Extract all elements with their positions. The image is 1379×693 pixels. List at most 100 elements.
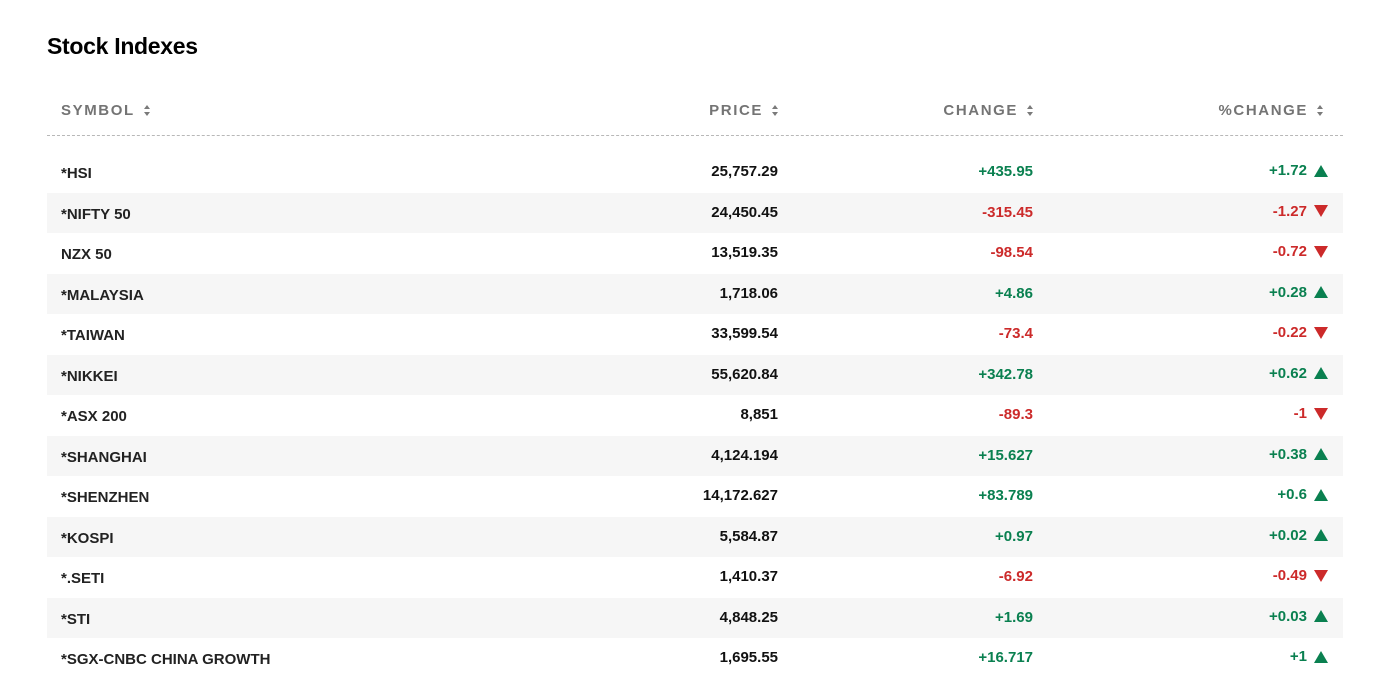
change-cell: -89.3	[998, 406, 1033, 423]
table-row[interactable]: *TAIWAN 33,599.54 -73.4 -0.22	[47, 314, 1343, 355]
price-cell: 4,124.194	[711, 446, 778, 464]
pct-change-value: +0.28	[1269, 283, 1307, 301]
pct-change-value: +0.02	[1269, 526, 1307, 544]
symbol-link[interactable]: NZX 50	[61, 246, 112, 263]
table-row[interactable]: *NIKKEI 55,620.84 +342.78 +0.62	[47, 354, 1343, 395]
change-cell: +0.97	[995, 527, 1033, 545]
symbol-link[interactable]: *SHENZHEN	[61, 489, 150, 506]
pct-change-value: -0.22	[1272, 324, 1307, 341]
symbol-link[interactable]: *TAIWAN	[61, 327, 125, 344]
change-cell: +4.86	[995, 284, 1033, 302]
symbol-link[interactable]: *SGX-CNBC CHINA GROWTH	[61, 651, 271, 668]
pct-change-cell: +0.62	[1269, 365, 1328, 382]
stock-indexes-table: SYMBOL PRICE CHANGE %CHANGE *HSI 25,757.2…	[47, 88, 1343, 679]
pct-change-cell: +0.28	[1269, 284, 1328, 301]
price-cell: 1,718.06	[719, 284, 778, 302]
sort-icon[interactable]	[1027, 104, 1033, 118]
change-cell: -98.54	[990, 244, 1033, 261]
arrow-up-icon	[1314, 286, 1328, 298]
symbol-link[interactable]: *KOSPI	[61, 529, 114, 547]
sort-icon[interactable]	[143, 104, 150, 118]
pct-change-value: -0.49	[1272, 567, 1307, 584]
change-cell: +15.627	[978, 446, 1033, 464]
symbol-link[interactable]: *ASX 200	[61, 408, 127, 425]
sort-icon[interactable]	[1317, 104, 1323, 118]
arrow-up-icon	[1314, 488, 1328, 501]
column-header-change-label: CHANGE	[943, 102, 1018, 119]
price-cell: 24,450.45	[711, 203, 778, 221]
price-cell: 1,695.55	[719, 649, 778, 666]
price-cell: 1,410.37	[719, 568, 778, 585]
price-cell: 55,620.84	[711, 365, 778, 383]
pct-change-cell: +0.38	[1269, 446, 1328, 463]
column-header-pct-change-label: %CHANGE	[1218, 102, 1308, 119]
page-title: Stock Indexes	[47, 33, 198, 59]
price-cell: 5,584.87	[719, 527, 778, 545]
column-header-price-label: PRICE	[709, 102, 763, 119]
pct-change-cell: -0.49	[1273, 567, 1328, 584]
arrow-up-icon	[1314, 529, 1328, 541]
column-header-symbol[interactable]: SYMBOL	[61, 102, 150, 119]
symbol-link[interactable]: *.SETI	[61, 570, 105, 587]
symbol-link[interactable]: *NIFTY 50	[61, 205, 131, 223]
table-row[interactable]: *SGX-CNBC CHINA GROWTH 1,695.55 +16.717 +1	[47, 638, 1343, 679]
table-body: *HSI 25,757.29 +435.95 +1.72 *NIFTY 50 24,450…	[47, 152, 1343, 679]
pct-change-cell: +0.02	[1269, 527, 1328, 544]
symbol-link[interactable]: *STI	[61, 610, 91, 628]
arrow-down-icon	[1314, 326, 1328, 339]
pct-change-value: +0.62	[1269, 364, 1307, 382]
table-row[interactable]: *NIFTY 50 24,450.45 -315.45 -1.27	[47, 192, 1343, 233]
symbol-link[interactable]: *HSI	[61, 165, 92, 182]
table-row[interactable]: NZX 50 13,519.35 -98.54 -0.72	[47, 233, 1343, 274]
pct-change-cell: -0.72	[1273, 243, 1328, 260]
change-cell: +16.717	[978, 649, 1033, 666]
change-cell: +1.69	[995, 608, 1033, 626]
table-row[interactable]: *SHENZHEN 14,172.627 +83.789 +0.6	[47, 476, 1343, 517]
change-cell: +83.789	[978, 487, 1033, 504]
table-header: SYMBOL PRICE CHANGE %CHANGE	[47, 88, 1343, 136]
change-cell: -73.4	[998, 325, 1033, 342]
arrow-down-icon	[1314, 569, 1328, 582]
change-cell: -6.92	[998, 568, 1033, 585]
table-row[interactable]: *ASX 200 8,851 -89.3 -1	[47, 395, 1343, 436]
symbol-link[interactable]: *MALAYSIA	[61, 286, 144, 304]
pct-change-cell: +1	[1290, 648, 1328, 665]
arrow-up-icon	[1314, 610, 1328, 622]
price-cell: 8,851	[740, 406, 778, 423]
pct-change-value: +1	[1289, 648, 1307, 665]
pct-change-value: +0.6	[1277, 486, 1307, 503]
arrow-down-icon	[1314, 245, 1328, 258]
table-row[interactable]: *STI 4,848.25 +1.69 +0.03	[47, 597, 1343, 638]
price-cell: 14,172.627	[702, 487, 778, 504]
pct-change-cell: -1	[1294, 405, 1328, 422]
pct-change-cell: +0.6	[1277, 486, 1328, 503]
column-header-pct-change[interactable]: %CHANGE	[1218, 102, 1323, 119]
arrow-up-icon	[1314, 164, 1328, 177]
price-cell: 33,599.54	[711, 325, 778, 342]
symbol-link[interactable]: *SHANGHAI	[61, 448, 147, 466]
column-header-change[interactable]: CHANGE	[943, 102, 1033, 119]
pct-change-cell: -1.27	[1273, 203, 1328, 220]
price-cell: 4,848.25	[719, 608, 778, 626]
arrow-up-icon	[1314, 650, 1328, 663]
table-row[interactable]: *.SETI 1,410.37 -6.92 -0.49	[47, 557, 1343, 598]
price-cell: 13,519.35	[711, 244, 778, 261]
table-row[interactable]: *MALAYSIA 1,718.06 +4.86 +0.28	[47, 273, 1343, 314]
table-row[interactable]: *HSI 25,757.29 +435.95 +1.72	[47, 152, 1343, 193]
pct-change-cell: -0.22	[1273, 324, 1328, 341]
price-cell: 25,757.29	[711, 163, 778, 180]
symbol-link[interactable]: *NIKKEI	[61, 367, 118, 385]
column-header-price[interactable]: PRICE	[709, 102, 778, 119]
pct-change-cell: +1.72	[1269, 162, 1328, 179]
arrow-down-icon	[1314, 205, 1328, 217]
table-row[interactable]: *KOSPI 5,584.87 +0.97 +0.02	[47, 516, 1343, 557]
change-cell: +342.78	[978, 365, 1033, 383]
arrow-down-icon	[1314, 407, 1328, 420]
column-header-symbol-label: SYMBOL	[61, 102, 135, 119]
pct-change-value: -1.27	[1272, 202, 1307, 220]
pct-change-cell: +0.03	[1269, 608, 1328, 625]
change-cell: -315.45	[982, 203, 1033, 221]
table-row[interactable]: *SHANGHAI 4,124.194 +15.627 +0.38	[47, 435, 1343, 476]
sort-icon[interactable]	[772, 104, 778, 118]
pct-change-value: +0.38	[1269, 445, 1307, 463]
